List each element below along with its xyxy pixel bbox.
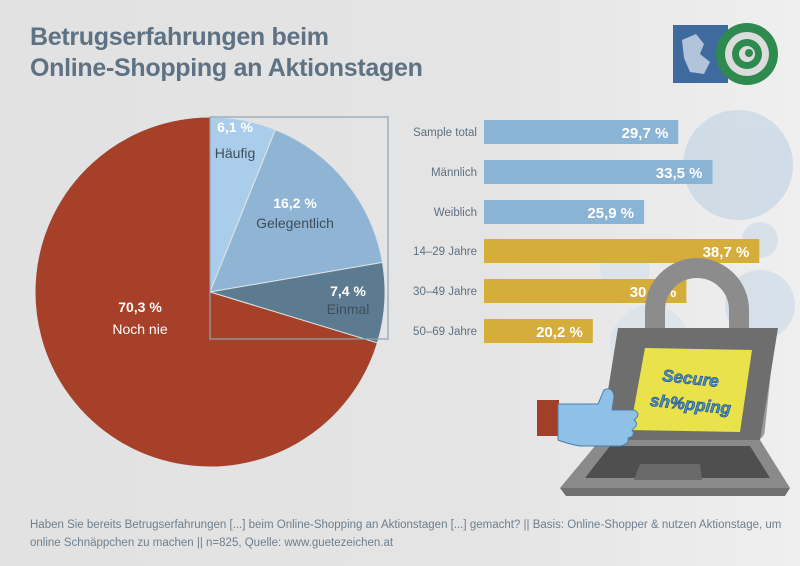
slice-value-label: 6,1 % [217,119,253,135]
bar-value-label: 29,7 % [622,125,669,142]
bar-category-label: Weiblich [434,207,477,219]
title-line-2: Online-Shopping an Aktionstagen [30,54,423,82]
bar-category-label: 30–49 Jahre [413,286,477,298]
bar-category-label: 50–69 Jahre [413,326,477,338]
bar-value-label: 38,7 % [703,244,750,261]
pie-slice-gelegentlich [209,129,384,293]
slice-category-label: Einmal [327,301,370,317]
bar-value-label: 33,5 % [656,165,703,182]
bar-chart: Sample total 29,7 % Männlich 33,5 % Weiblich… [413,120,760,343]
bar-value-label: 20,2 % [536,324,583,341]
bar [484,239,760,263]
slice-category-label: Gelegentlich [256,215,334,231]
pie-slice-noch-nie [34,116,379,468]
guetezeichen-logo [673,23,778,85]
bar-category-label: 14–29 Jahre [413,246,477,258]
bar-value-label: 25,9 % [587,205,634,222]
slice-value-label: 16,2 % [273,195,317,211]
slice-bracket [209,116,389,340]
slice-value-label: 7,4 % [330,283,366,299]
bar-category-label: Sample total [413,127,477,139]
bar [484,120,679,144]
title-line-1: Betrugserfahrungen beim [30,23,329,51]
bar-category-label: Männlich [431,167,477,179]
slice-value-label: 70,3 % [118,299,162,315]
bar [484,319,593,343]
footer-note: Haben Sie bereits Betrugserfahrungen [..… [30,519,782,549]
page-title: Betrugserfahrungen beim Online-Shopping … [30,22,423,84]
bar [484,200,645,224]
pie-chart [34,116,386,468]
secure-shopping-illustration: Secure sh%pping [537,258,790,496]
bar [484,160,713,184]
slice-category-label: Noch nie [112,321,167,337]
slice-category-label: Häufig [215,145,255,161]
